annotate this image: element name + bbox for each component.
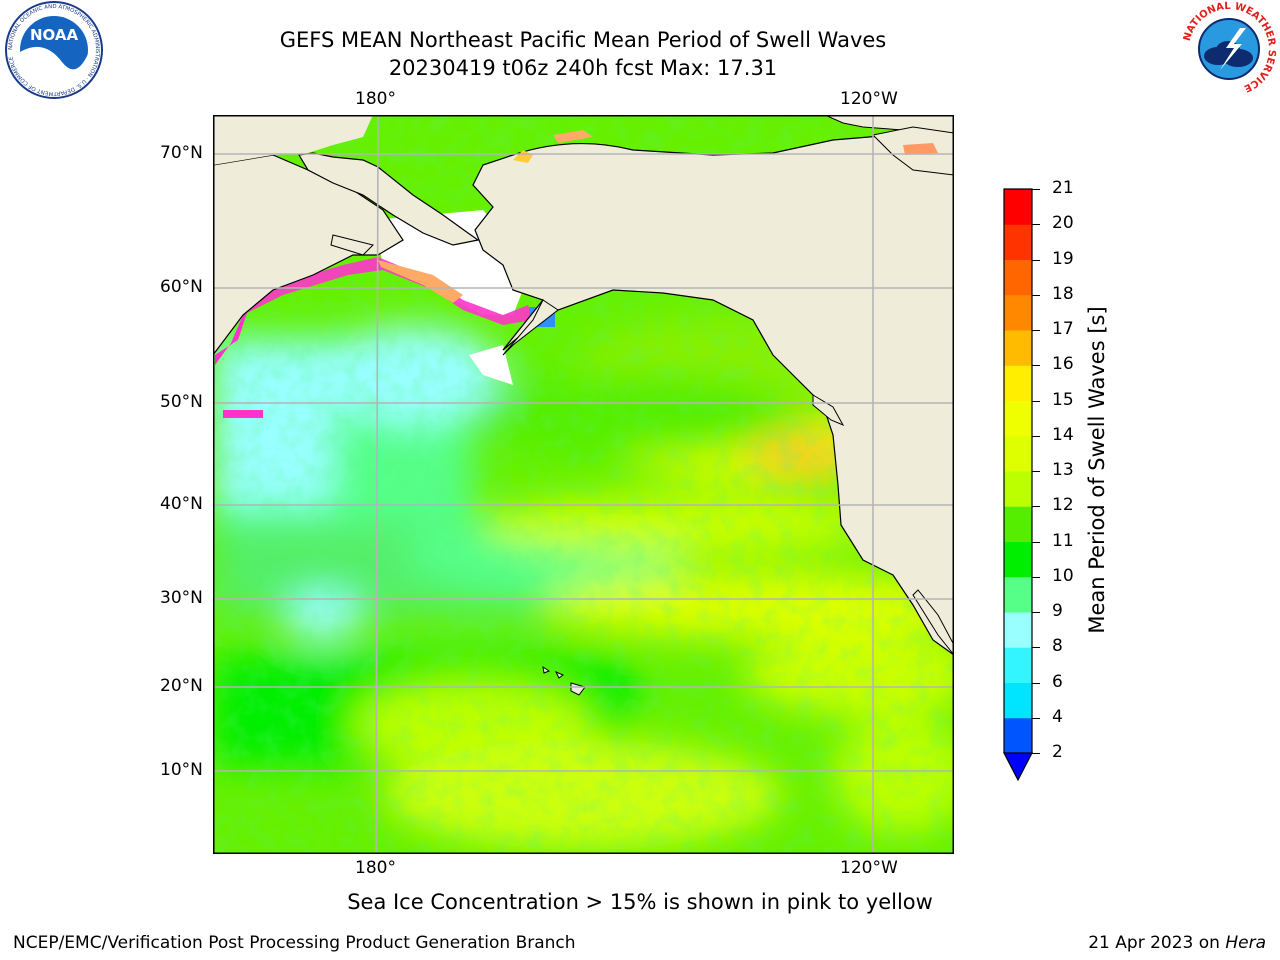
land-hawaii-big-island [570, 682, 586, 696]
noaa-logo: NATIONAL OCEANIC AND ATMOSPHERIC ADMINIS… [5, 1, 103, 99]
colorbar-tick-label: 18 [1052, 283, 1074, 304]
lat-tick-20n: 20°N [160, 676, 203, 696]
colorbar-tick [1032, 717, 1040, 719]
ice-edge-west [215, 295, 253, 365]
colorbar-tick [1032, 294, 1040, 296]
colorbar-segment [1004, 682, 1032, 719]
nws-logo: NATIONAL WEATHER SERVICE [1182, 1, 1277, 96]
colorbar-tick [1032, 224, 1040, 226]
colorbar-segment [1004, 294, 1032, 331]
colorbar-tick [1032, 647, 1040, 649]
lat-tick-30n: 30°N [160, 588, 203, 608]
colorbar-segment [1004, 224, 1032, 260]
colorbar-segment [1004, 365, 1032, 401]
colorbar-segment [1004, 189, 1032, 225]
colorbar-tick-label: 17 [1052, 319, 1074, 339]
colorbar-tick-label: 16 [1052, 354, 1074, 375]
map-border [213, 115, 954, 854]
colorbar-tick-label: 21 [1052, 178, 1074, 198]
ice-note: Sea Ice Concentration > 15% is shown in … [347, 890, 933, 914]
lat-tick-60n: 60°N [160, 277, 203, 297]
land-chukotka [298, 152, 480, 246]
colorbar-segment [1004, 330, 1032, 366]
land-alaska-peninsula [502, 299, 559, 356]
land-hawaii-2 [554, 671, 564, 679]
ice-coast-patch-2 [553, 130, 593, 143]
colorbar-tick-label: 20 [1052, 213, 1074, 234]
colorbar-tick-label: 4 [1052, 706, 1063, 727]
ice-edge-orange [378, 260, 463, 303]
colorbar-tick-label: 15 [1052, 389, 1074, 410]
graticule [213, 115, 954, 854]
lon-tick-top-180: 180° [355, 89, 396, 109]
colorbar-segment [1004, 647, 1032, 683]
colorbar-segment [1004, 717, 1032, 754]
colorbar-segment [1004, 612, 1032, 648]
land-siberia-north [213, 115, 373, 165]
colorbar-tick [1032, 576, 1040, 578]
colorbar-tick-label: 14 [1052, 424, 1074, 445]
ice-edge-aleutian [223, 410, 263, 418]
map-panel [213, 115, 954, 854]
colorbar-tick [1032, 471, 1040, 472]
map-subtitle: 20230419 t06z 240h fcst Max: 17.31 [388, 56, 778, 80]
colorbar-tick [1032, 400, 1040, 402]
colorbar-segment [1004, 259, 1032, 296]
colorbar-tick [1032, 541, 1040, 543]
lat-tick-50n: 50°N [160, 392, 203, 412]
land-baja [912, 589, 954, 656]
colorbar-segment [1004, 400, 1032, 437]
colorbar [1003, 188, 1033, 782]
sea-ice-patch [469, 345, 513, 385]
colorbar-tick-label: 13 [1052, 460, 1074, 480]
lon-tick-top-120w: 120°W [840, 89, 898, 109]
colorbar-segment [1004, 576, 1032, 613]
footer-host: Hera [1225, 933, 1266, 953]
colorbar-tick [1032, 753, 1040, 754]
colorbar-segment [1004, 435, 1032, 472]
colorbar-tick-label: 9 [1052, 601, 1063, 621]
lat-tick-70n: 70°N [160, 143, 203, 163]
colorbar-tick [1032, 259, 1040, 261]
colorbar-tick [1032, 506, 1040, 508]
lon-tick-bottom-180: 180° [355, 858, 396, 878]
footer-date: 21 Apr 2023 on Hera [1088, 933, 1266, 953]
colorbar-tick [1032, 612, 1040, 613]
noaa-logo-text: NOAA [30, 26, 79, 44]
footer-credit: NCEP/EMC/Verification Post Processing Pr… [13, 933, 576, 953]
colorbar-segment [1004, 541, 1032, 578]
colorbar-segment [1004, 471, 1032, 507]
colorbar-tick-label: 2 [1052, 742, 1063, 762]
lon-tick-bottom-120w: 120°W [840, 858, 898, 878]
ice-edge-pink [235, 257, 533, 325]
land-hawaii-1 [542, 665, 551, 674]
colorbar-tick-label: 8 [1052, 636, 1063, 657]
colorbar-tick [1032, 189, 1040, 190]
map-title: GEFS MEAN Northeast Pacific Mean Period … [279, 28, 887, 52]
ice-coast-patch-3 [903, 143, 938, 155]
lat-tick-10n: 10°N [160, 760, 203, 780]
colorbar-tick-label: 11 [1052, 530, 1074, 551]
colorbar-tick [1032, 330, 1040, 331]
land-st-lawrence-island [330, 234, 374, 256]
colorbar-tick [1032, 435, 1040, 437]
colorbar-tick-label: 12 [1052, 495, 1074, 516]
colorbar-tick-label: 6 [1052, 671, 1063, 692]
colorbar-segment [1004, 506, 1032, 542]
colorbar-under-arrow [1003, 752, 1033, 782]
colorbar-tick-label: 10 [1052, 565, 1074, 586]
land-north-america [472, 134, 954, 656]
colorbar-tick [1032, 682, 1040, 684]
footer-date-text: 21 Apr 2023 on [1088, 933, 1226, 953]
colorbar-title: Mean Period of Swell Waves [s] [1085, 306, 1109, 634]
colorbar-tick [1032, 365, 1040, 367]
colorbar-tick-label: 19 [1052, 248, 1074, 269]
lat-tick-40n: 40°N [160, 494, 203, 514]
